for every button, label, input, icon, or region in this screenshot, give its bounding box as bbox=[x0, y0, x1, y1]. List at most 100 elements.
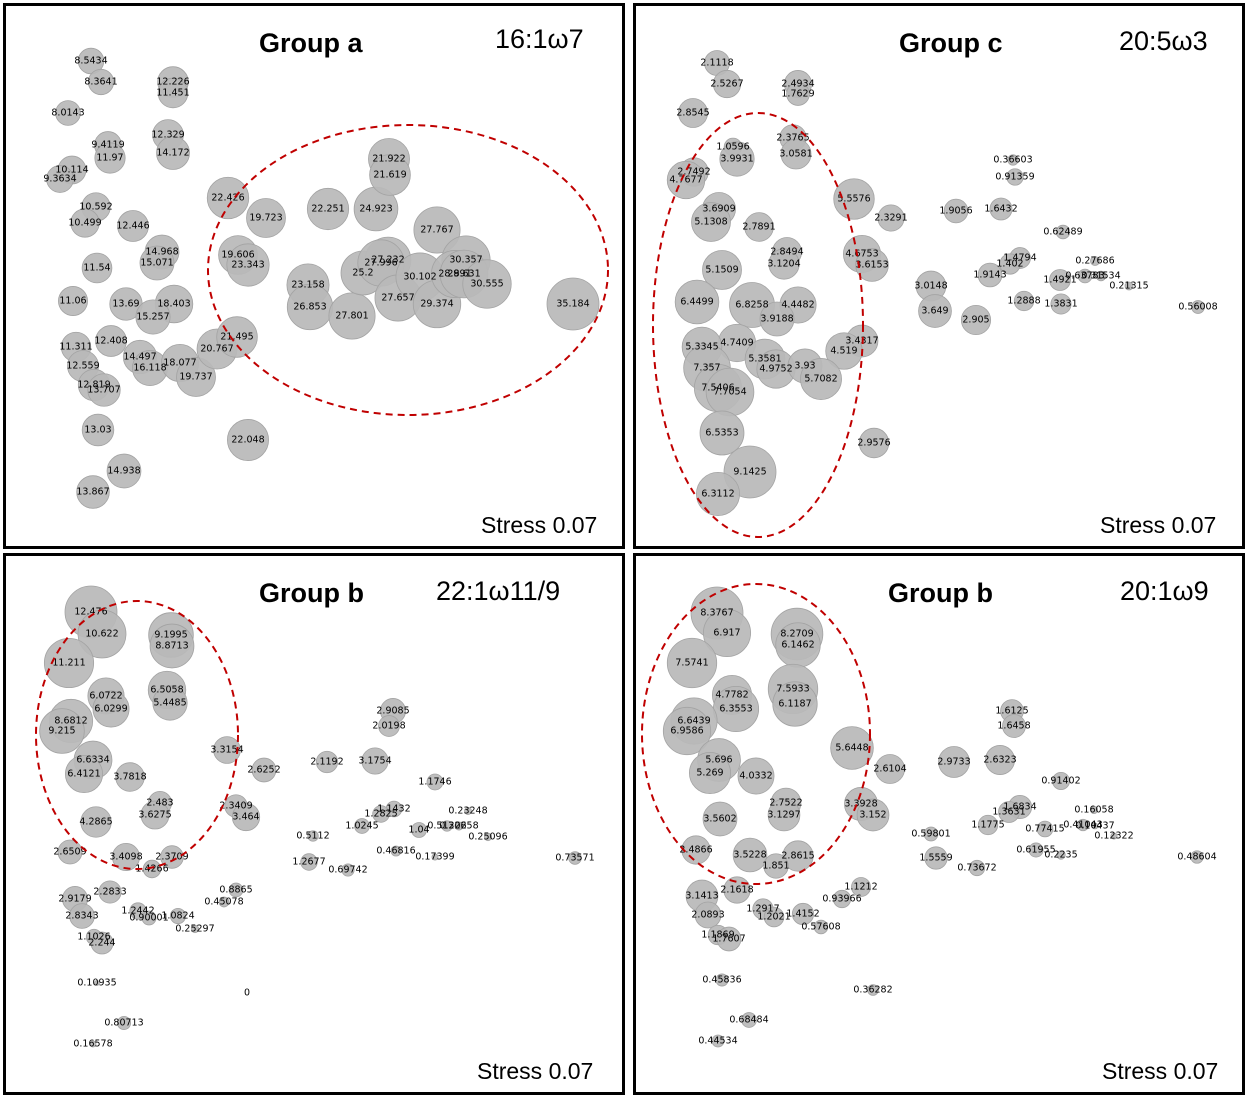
sample-bubble bbox=[426, 773, 444, 791]
bubble-value-label: 12.559 bbox=[66, 361, 99, 372]
bubble-value-label: 0.44534 bbox=[698, 1036, 737, 1047]
bubble-value-label: 6.1187 bbox=[778, 699, 811, 710]
bubble-value-label: 12.476 bbox=[74, 607, 107, 618]
bubble-value-label: 1.6834 bbox=[1003, 802, 1036, 813]
sample-bubble bbox=[1077, 268, 1093, 284]
sample-bubble bbox=[938, 746, 970, 778]
sample-bubble bbox=[156, 136, 190, 170]
bubble-value-label: 2.8494 bbox=[770, 247, 803, 258]
bubble-value-label: 14.968 bbox=[145, 247, 178, 258]
sample-bubble bbox=[858, 427, 890, 459]
sample-bubble bbox=[39, 708, 85, 754]
bubble-value-label: 3.649 bbox=[921, 306, 948, 317]
sample-bubble bbox=[1013, 290, 1035, 312]
bubble-value-label: 0.16058 bbox=[1074, 805, 1113, 816]
bubble-value-label: 3.7818 bbox=[113, 772, 146, 783]
bubble-value-label: 1.1212 bbox=[844, 882, 877, 893]
sample-bubble bbox=[106, 453, 142, 489]
bubble-value-label: 6.917 bbox=[713, 628, 740, 639]
sample-bubble bbox=[369, 154, 411, 196]
bubble-value-label: 10.499 bbox=[68, 218, 101, 229]
sample-bubble bbox=[81, 252, 113, 284]
bubble-value-label: 0.5112 bbox=[296, 831, 329, 842]
sample-bubble bbox=[70, 208, 100, 238]
sample-bubble bbox=[139, 245, 175, 281]
bubble-value-label: 0.12322 bbox=[1094, 831, 1133, 842]
bubble-value-label: 21.495 bbox=[220, 332, 253, 343]
panel-group-c-20-5w3: 2.1118 2.5267 2.4934 1.7629 2.8545 2.3765 1.05… bbox=[633, 3, 1245, 549]
bubble-value-label: 1.0596 bbox=[716, 142, 749, 153]
bubble-value-label: 2.9179 bbox=[58, 894, 91, 905]
panel-stress-value: Stress 0.07 bbox=[1100, 512, 1217, 538]
bubble-value-label: 1.4152 bbox=[786, 909, 819, 920]
sample-bubble bbox=[741, 1012, 757, 1028]
bubble-value-label: 21.619 bbox=[373, 170, 406, 181]
sample-bubble bbox=[977, 262, 1003, 288]
bubble-value-label: 2.6104 bbox=[873, 764, 906, 775]
bubble-value-label: 0.23248 bbox=[448, 806, 487, 817]
bubble-value-label: 6.4121 bbox=[67, 769, 100, 780]
bubble-value-label: 7.5741 bbox=[675, 658, 708, 669]
bubble-value-label: 21.922 bbox=[372, 154, 405, 165]
sample-bubble bbox=[129, 902, 147, 920]
sample-bubble bbox=[678, 98, 708, 128]
sample-bubble bbox=[791, 902, 815, 926]
bubble-value-label: 0.16578 bbox=[73, 1039, 112, 1050]
sample-bubble bbox=[918, 294, 952, 328]
bubble-value-label: 1.04 bbox=[408, 825, 429, 836]
bubble-value-label: 8.3767 bbox=[700, 608, 733, 619]
sample-bubble bbox=[157, 77, 189, 109]
bubble-value-label: 18.403 bbox=[157, 299, 190, 310]
bubble-value-label: 2.6252 bbox=[247, 765, 280, 776]
sample-bubble bbox=[246, 198, 286, 238]
bubble-value-label: 8.6812 bbox=[54, 716, 87, 727]
bubble-value-label: 1.5559 bbox=[919, 853, 952, 864]
sample-bubble bbox=[688, 751, 732, 795]
bubble-value-label: 25.2 bbox=[352, 268, 373, 279]
bubble-value-label: 5.4485 bbox=[153, 698, 186, 709]
bubble-value-label: 1.2917 bbox=[746, 904, 779, 915]
cluster-ellipse bbox=[35, 600, 239, 870]
bubble-value-label: 4.519 bbox=[830, 346, 857, 357]
sample-bubble bbox=[1055, 224, 1071, 240]
sample-bubble bbox=[361, 747, 389, 775]
bubble-value-label: 7.7054 bbox=[713, 387, 746, 398]
sample-bubble bbox=[772, 681, 818, 727]
bubble-value-label: 10.114 bbox=[55, 165, 88, 176]
sample-bubble bbox=[226, 243, 270, 287]
sample-bubble bbox=[149, 623, 195, 669]
panel-fatty-acid: 16:1ω7 bbox=[495, 24, 584, 54]
sample-bubble bbox=[372, 805, 390, 823]
sample-bubble bbox=[1191, 300, 1205, 314]
bubble-value-label: 4.9752 bbox=[759, 364, 792, 375]
sample-bubble bbox=[169, 907, 187, 925]
bubble-value-label: 14.938 bbox=[107, 466, 140, 477]
sample-bubble bbox=[1056, 850, 1066, 860]
bubble-value-label: 24.923 bbox=[359, 204, 392, 215]
sample-bubble bbox=[390, 845, 402, 857]
sample-bubble bbox=[767, 798, 801, 832]
panel-title: Group a bbox=[259, 28, 363, 58]
bubble-value-label: 4.7782 bbox=[715, 690, 748, 701]
bubble-value-label: 6.6334 bbox=[76, 755, 109, 766]
sample-bubble bbox=[719, 141, 755, 177]
bubble-value-label: 27.657 bbox=[381, 293, 414, 304]
bubble-value-label: 0.27686 bbox=[1075, 256, 1114, 267]
bubble-value-label: 0.51222 bbox=[427, 821, 466, 832]
sample-bubble bbox=[763, 853, 789, 879]
sample-bubble bbox=[55, 100, 81, 126]
sample-bubble bbox=[943, 198, 969, 224]
bubble-value-label: 8.0143 bbox=[51, 108, 84, 119]
bubble-value-label: 0.8865 bbox=[219, 885, 252, 896]
bubble-value-label: 1.3831 bbox=[1044, 299, 1077, 310]
bubble-value-label: 28.891 bbox=[438, 269, 471, 280]
sample-bubble bbox=[140, 800, 170, 830]
sample-bubble bbox=[712, 69, 742, 99]
sample-bubble bbox=[483, 832, 493, 842]
bubble-value-label: 30.555 bbox=[470, 279, 503, 290]
bubble-value-label: 12.329 bbox=[151, 130, 184, 141]
bubble-value-label: 2.6509 bbox=[53, 847, 86, 858]
bubble-value-label: 7.5933 bbox=[776, 684, 809, 695]
bubble-value-label: 12.226 bbox=[156, 77, 189, 88]
